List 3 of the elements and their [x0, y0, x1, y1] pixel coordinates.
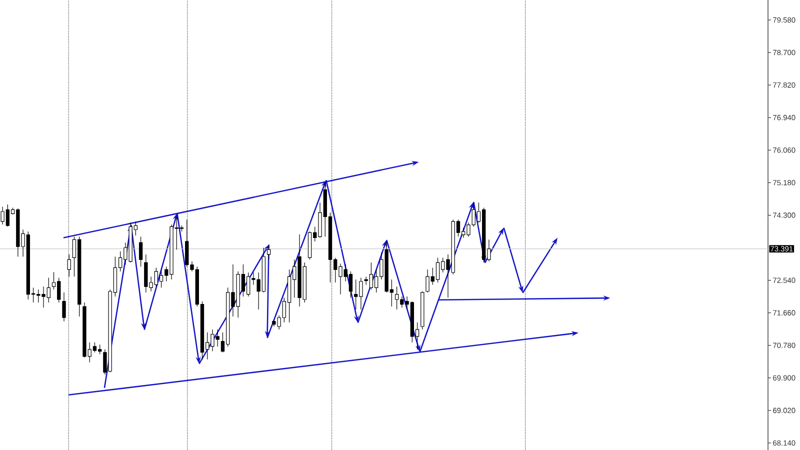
candlestick	[138, 236, 143, 267]
candlestick	[62, 292, 66, 322]
candlestick	[266, 244, 271, 260]
